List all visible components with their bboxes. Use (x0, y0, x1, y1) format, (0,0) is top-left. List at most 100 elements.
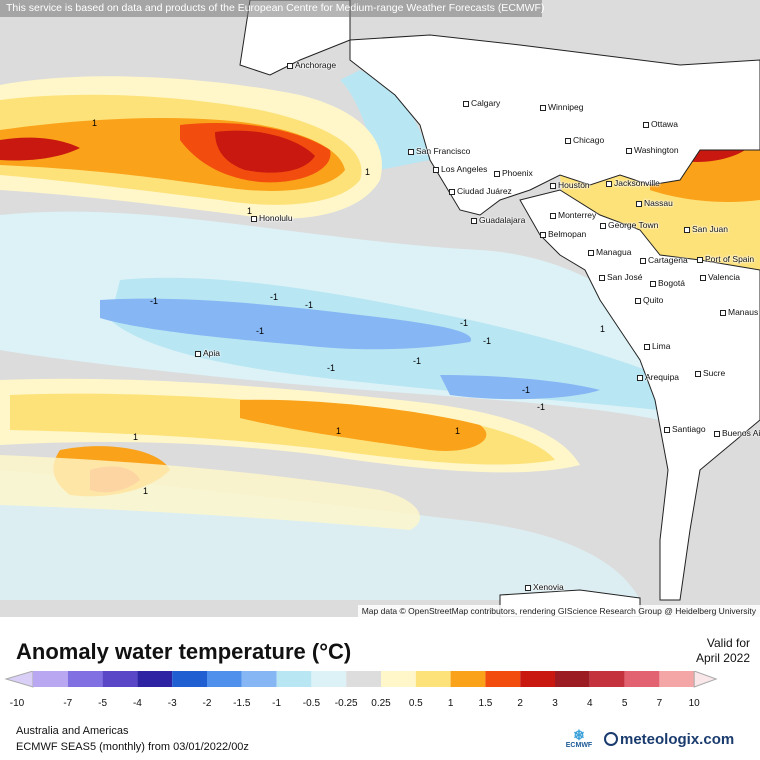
city-label: Guadalajara (471, 215, 525, 225)
svg-text:1: 1 (365, 167, 370, 177)
legend-swatch (555, 671, 590, 687)
city-marker-icon (684, 226, 690, 233)
valid-label: Valid for (706, 636, 750, 650)
city-marker-icon (626, 147, 632, 154)
anomaly-field: 1 1 1 1 1 1 1 1 -1 -1 -1 -1 -1 -1 -1 -1 … (0, 0, 760, 617)
legend-tick-label: -4 (133, 698, 142, 707)
city-label: Buenos Aires (714, 428, 760, 438)
ecmwf-icon: ❄ (573, 727, 585, 743)
city-marker-icon (550, 212, 556, 219)
svg-text:1: 1 (336, 426, 341, 436)
city-marker-icon (700, 274, 706, 281)
model-label: ECMWF SEAS5 (monthly) from 03/01/2022/00… (16, 741, 249, 753)
svg-text:-1: -1 (483, 336, 491, 346)
city-label: Arequipa (637, 372, 679, 382)
svg-text:-1: -1 (537, 402, 545, 412)
city-label: Calgary (463, 98, 500, 108)
svg-text:-1: -1 (256, 326, 264, 336)
city-label: Nassau (636, 198, 673, 208)
city-label: Manaus (720, 307, 758, 317)
city-marker-icon (471, 217, 477, 224)
city-marker-icon (606, 180, 612, 187)
legend-tick-label: -2 (203, 698, 212, 707)
city-marker-icon (525, 584, 531, 591)
svg-text:1: 1 (92, 118, 97, 128)
legend-swatch (346, 671, 381, 687)
city-marker-icon (664, 426, 670, 433)
legend-swatch (381, 671, 416, 687)
legend-tick-label: -10 (10, 698, 25, 707)
city-label: Honolulu (251, 213, 293, 223)
legend-swatch (276, 671, 312, 687)
city-marker-icon (650, 280, 656, 287)
city-marker-icon (540, 104, 546, 111)
city-marker-icon (195, 350, 201, 357)
city-label: Apia (195, 348, 220, 358)
city-marker-icon (565, 137, 571, 144)
svg-text:1: 1 (133, 432, 138, 442)
city-marker-icon (644, 343, 650, 350)
city-marker-icon (287, 62, 293, 69)
legend-swatch (33, 671, 68, 687)
legend-swatch (485, 671, 521, 687)
svg-text:-1: -1 (327, 363, 335, 373)
svg-text:-1: -1 (150, 296, 158, 306)
svg-text:-1: -1 (305, 300, 313, 310)
legend-tick-label: 1 (448, 698, 454, 707)
city-label: Belmopan (540, 229, 586, 239)
legend-tick-label: -5 (98, 698, 107, 707)
svg-text:1: 1 (455, 426, 460, 436)
city-marker-icon (714, 430, 720, 437)
city-label: George Town (600, 220, 658, 230)
region-label: Australia and Americas (16, 725, 129, 737)
city-label: Washington (626, 145, 679, 155)
legend-swatch (659, 671, 695, 687)
svg-text:-1: -1 (460, 318, 468, 328)
city-marker-icon (635, 297, 641, 304)
legend-swatch (207, 671, 242, 687)
ecmwf-logo[interactable]: ❄ ECMWF (561, 728, 597, 749)
city-marker-icon (588, 249, 594, 256)
city-marker-icon (600, 222, 606, 229)
city-label: Houston (550, 180, 590, 190)
city-label: Bogotá (650, 278, 685, 288)
city-label: Monterrey (550, 210, 596, 220)
legend-swatch (520, 671, 555, 687)
legend-swatch (450, 671, 486, 687)
forecast-map[interactable]: 1 1 1 1 1 1 1 1 -1 -1 -1 -1 -1 -1 -1 -1 … (0, 0, 760, 617)
city-marker-icon (449, 188, 455, 195)
map-attribution[interactable]: Map data © OpenStreetMap contributors, r… (357, 605, 760, 617)
city-label: Xenovia (525, 582, 564, 592)
city-label: Phoenix (494, 168, 533, 178)
legend-tick-label: 10 (689, 698, 701, 707)
legend-swatch (311, 671, 347, 687)
city-label: Managua (588, 247, 631, 257)
city-marker-icon (637, 374, 643, 381)
city-marker-icon (494, 170, 500, 177)
legend-tick-label: -1 (272, 698, 281, 707)
legend-tick-label: -3 (168, 698, 177, 707)
meteologix-logo[interactable]: meteologix.com (604, 731, 734, 748)
legend-swatch (241, 671, 277, 687)
city-label: Santiago (664, 424, 706, 434)
city-label: Port of Spain (697, 254, 754, 264)
city-label: Sucre (695, 368, 725, 378)
city-label: Valencia (700, 272, 740, 282)
city-marker-icon (697, 256, 703, 263)
svg-text:-1: -1 (413, 356, 421, 366)
legend-tick-label: -0.5 (303, 698, 321, 707)
legend-arrow-left (4, 671, 34, 688)
city-label: Quito (635, 295, 663, 305)
city-marker-icon (540, 231, 546, 238)
legend-swatch (137, 671, 173, 687)
city-label: Ottawa (643, 119, 678, 129)
legend-tick-label: 3 (552, 698, 558, 707)
city-label: Cartagena (640, 255, 688, 265)
legend-swatch (172, 671, 207, 687)
city-marker-icon (695, 370, 701, 377)
city-label: Jacksonville (606, 178, 660, 188)
legend-tick-label: -7 (63, 698, 72, 707)
meteologix-icon (604, 732, 618, 746)
svg-text:-1: -1 (270, 292, 278, 302)
city-label: Winnipeg (540, 102, 583, 112)
